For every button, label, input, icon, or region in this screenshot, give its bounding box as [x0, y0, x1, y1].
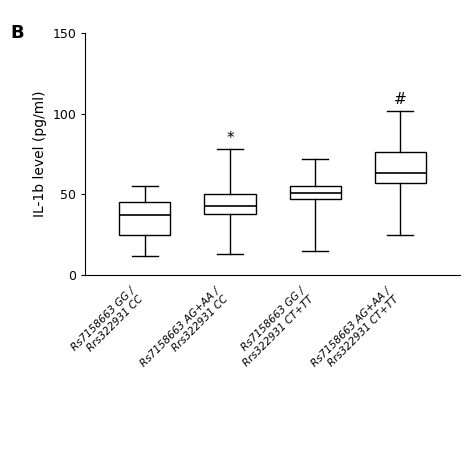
- Text: #: #: [394, 92, 407, 107]
- PathPatch shape: [119, 202, 171, 235]
- PathPatch shape: [374, 153, 426, 183]
- Text: Rs7158663 GG /
Rrs322931 CT+TT: Rs7158663 GG / Rrs322931 CT+TT: [233, 286, 315, 368]
- Text: *: *: [226, 131, 234, 146]
- PathPatch shape: [204, 194, 255, 214]
- Text: B: B: [10, 24, 24, 42]
- Y-axis label: IL-1b level (pg/ml): IL-1b level (pg/ml): [33, 91, 47, 217]
- PathPatch shape: [290, 186, 341, 199]
- Text: Rs7158663 AG+AA /
Rrs322931 CC: Rs7158663 AG+AA / Rrs322931 CC: [139, 286, 230, 377]
- Text: Rs7158663 AG+AA /
Rrs322931 CT+TT: Rs7158663 AG+AA / Rrs322931 CT+TT: [309, 286, 400, 377]
- Text: Rs7158663 GG /
Rrs322931 CC: Rs7158663 GG / Rrs322931 CC: [70, 286, 145, 361]
